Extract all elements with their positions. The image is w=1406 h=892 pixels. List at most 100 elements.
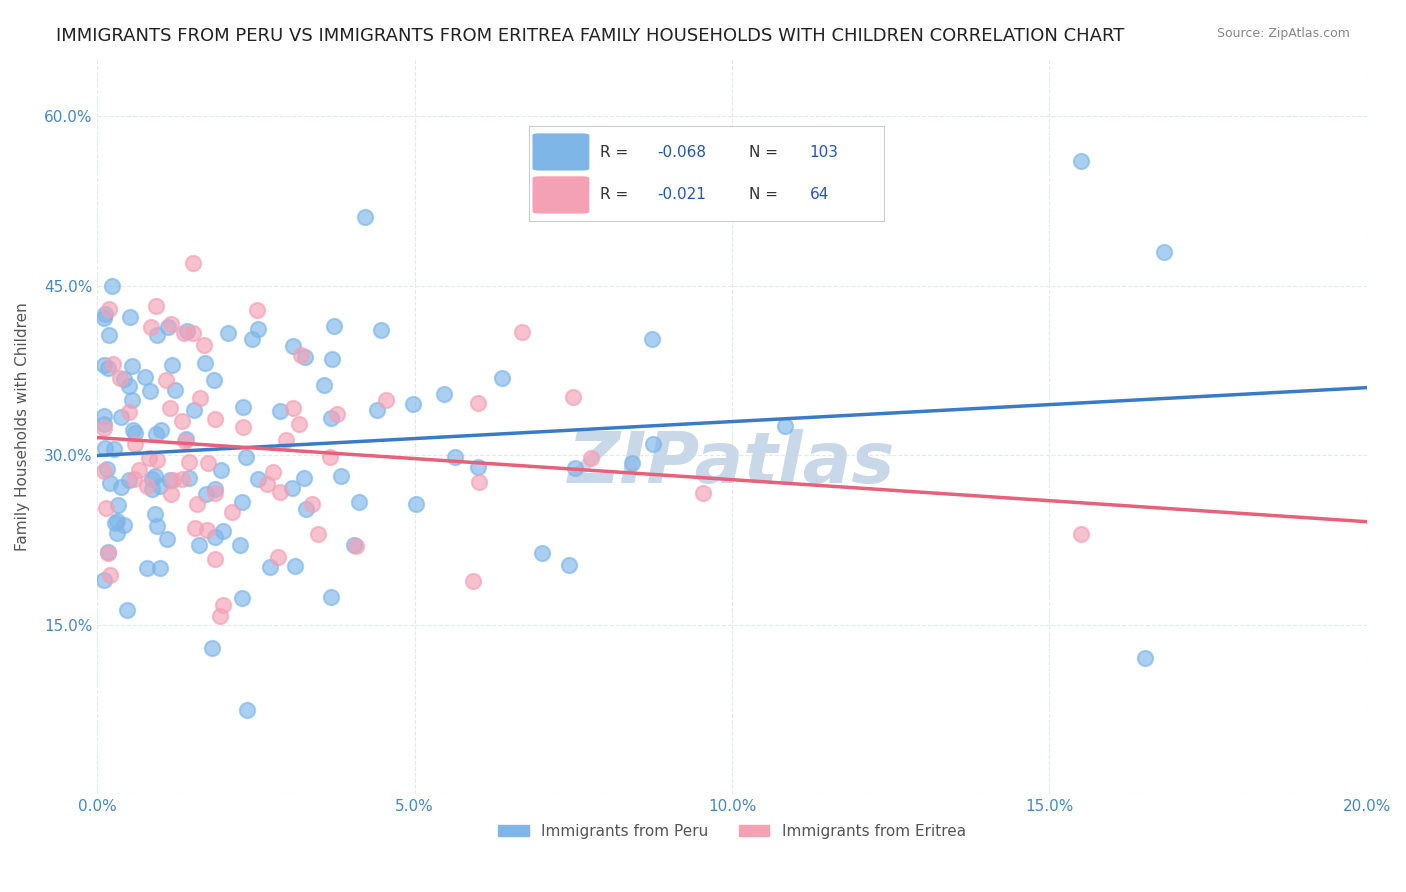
Point bbox=[98, 476, 121, 491]
Point bbox=[579, 450, 602, 465]
Point bbox=[159, 487, 181, 501]
Point bbox=[96, 462, 118, 476]
Point bbox=[318, 450, 340, 465]
Point bbox=[101, 278, 124, 293]
Point bbox=[204, 486, 226, 500]
Point bbox=[174, 434, 197, 448]
Point bbox=[107, 498, 129, 512]
Point bbox=[349, 495, 371, 509]
Point bbox=[1070, 527, 1092, 541]
Point bbox=[128, 463, 150, 477]
Point bbox=[330, 468, 353, 483]
Point bbox=[402, 397, 425, 411]
Point bbox=[121, 423, 143, 437]
Point bbox=[692, 485, 714, 500]
Text: Source: ZipAtlas.com: Source: ZipAtlas.com bbox=[1216, 27, 1350, 40]
Point bbox=[165, 383, 187, 397]
Point bbox=[246, 302, 269, 317]
Point bbox=[121, 359, 143, 374]
Point bbox=[101, 357, 124, 371]
Point bbox=[105, 525, 128, 540]
Point bbox=[405, 497, 427, 511]
Point bbox=[211, 524, 233, 538]
Point bbox=[103, 442, 125, 456]
Legend: Immigrants from Peru, Immigrants from Eritrea: Immigrants from Peru, Immigrants from Er… bbox=[492, 818, 972, 845]
Point bbox=[93, 311, 115, 326]
Point bbox=[174, 432, 197, 446]
Point bbox=[256, 477, 278, 491]
Point bbox=[118, 473, 141, 487]
Point bbox=[228, 538, 250, 552]
Point bbox=[204, 530, 226, 544]
Point bbox=[366, 402, 388, 417]
Point bbox=[201, 640, 224, 655]
Point bbox=[176, 324, 198, 338]
Point bbox=[162, 473, 184, 487]
Point bbox=[202, 373, 225, 387]
Point bbox=[93, 358, 115, 372]
Point bbox=[443, 450, 465, 465]
Point bbox=[259, 559, 281, 574]
Point bbox=[467, 396, 489, 410]
Point bbox=[463, 574, 485, 588]
Point bbox=[93, 417, 115, 432]
Point bbox=[107, 515, 129, 529]
Point bbox=[170, 414, 193, 428]
Point bbox=[269, 484, 291, 499]
Point bbox=[93, 409, 115, 424]
Point bbox=[118, 378, 141, 392]
Point bbox=[186, 498, 208, 512]
Point bbox=[98, 328, 121, 343]
Point bbox=[138, 384, 160, 399]
Point bbox=[262, 465, 284, 479]
Point bbox=[194, 487, 217, 501]
Point bbox=[283, 401, 305, 415]
Point bbox=[640, 332, 662, 346]
Point bbox=[240, 332, 263, 346]
Point bbox=[160, 359, 183, 373]
Point bbox=[149, 561, 172, 575]
Point bbox=[467, 459, 489, 474]
Point bbox=[307, 527, 329, 541]
Point bbox=[323, 318, 346, 333]
Point bbox=[141, 482, 163, 496]
Point bbox=[1133, 651, 1156, 665]
Point bbox=[156, 320, 179, 334]
Point bbox=[134, 370, 156, 384]
Point bbox=[181, 326, 204, 340]
Point bbox=[212, 599, 235, 613]
Text: ZIPatlas: ZIPatlas bbox=[568, 429, 896, 498]
Point bbox=[181, 256, 204, 270]
Point bbox=[467, 475, 489, 490]
Point bbox=[177, 455, 200, 469]
Point bbox=[150, 423, 173, 437]
Point bbox=[124, 437, 146, 451]
Point bbox=[773, 419, 796, 434]
Point bbox=[145, 518, 167, 533]
Point bbox=[112, 371, 135, 385]
Point bbox=[344, 539, 367, 553]
Point bbox=[231, 591, 253, 606]
Point bbox=[187, 538, 209, 552]
Point bbox=[314, 378, 336, 392]
Point bbox=[247, 322, 270, 336]
Point bbox=[232, 400, 254, 414]
Point bbox=[281, 339, 304, 353]
Point bbox=[1153, 244, 1175, 259]
Point bbox=[110, 480, 132, 494]
Point bbox=[432, 387, 454, 401]
Point bbox=[193, 337, 215, 351]
Y-axis label: Family Households with Children: Family Households with Children bbox=[15, 302, 30, 551]
Point bbox=[97, 546, 120, 560]
Point bbox=[294, 351, 316, 365]
Point bbox=[141, 472, 163, 486]
Point bbox=[354, 211, 377, 225]
Point bbox=[321, 352, 343, 367]
Point bbox=[564, 461, 586, 475]
Point bbox=[155, 373, 177, 387]
Text: IMMIGRANTS FROM PERU VS IMMIGRANTS FROM ERITREA FAMILY HOUSEHOLDS WITH CHILDREN : IMMIGRANTS FROM PERU VS IMMIGRANTS FROM … bbox=[56, 27, 1125, 45]
Point bbox=[97, 545, 120, 559]
Point bbox=[98, 567, 121, 582]
Point bbox=[217, 326, 239, 340]
Point bbox=[135, 479, 157, 493]
